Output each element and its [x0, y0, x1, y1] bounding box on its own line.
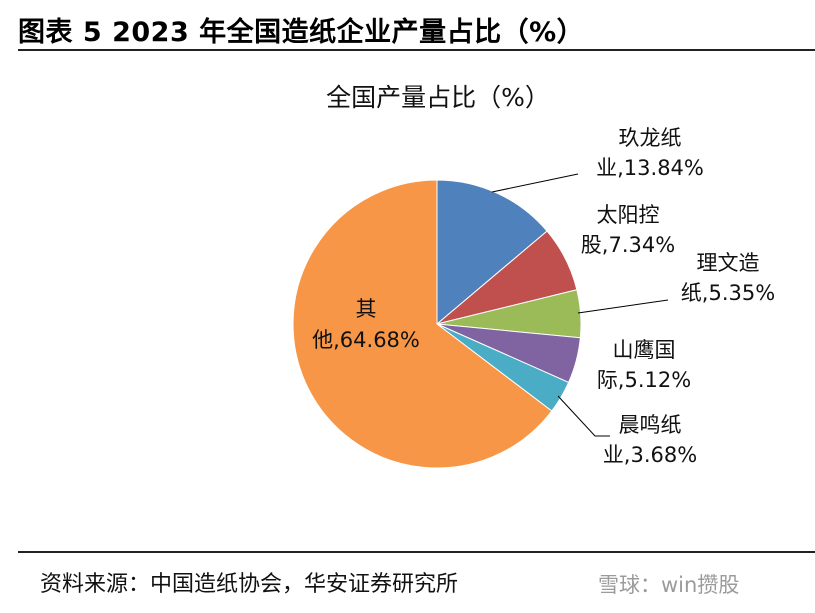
- data-label: 他,64.68%: [312, 328, 420, 352]
- leader-line: [557, 395, 610, 437]
- bottom-rule: [18, 551, 815, 553]
- data-label: 太阳控: [597, 203, 660, 227]
- data-label: 玖龙纸: [619, 126, 682, 150]
- data-label: 际,5.12%: [597, 368, 691, 392]
- data-label: 山鹰国: [613, 338, 676, 362]
- data-label: 业,13.84%: [596, 156, 704, 180]
- leader-line: [491, 173, 579, 193]
- data-label: 业,3.68%: [603, 443, 697, 467]
- pie-slice: [436, 179, 548, 326]
- leader-line: [577, 299, 669, 314]
- top-rule: [18, 49, 815, 51]
- data-label: 晨鸣纸: [619, 413, 682, 437]
- data-label: 纸,5.35%: [681, 281, 775, 305]
- source-note: 资料来源：中国造纸协会，华安证券研究所: [40, 572, 459, 597]
- data-label: 理文造: [697, 251, 760, 275]
- data-label: 股,7.34%: [581, 233, 675, 257]
- watermark: 雪球：win攒股: [598, 573, 740, 597]
- data-label: 其: [356, 297, 377, 321]
- chart-title: 全国产量占比（%）: [326, 83, 550, 112]
- pie-slice: [292, 179, 553, 469]
- figure-title: 图表 5 2023 年全国造纸企业产量占比（%）: [18, 17, 585, 48]
